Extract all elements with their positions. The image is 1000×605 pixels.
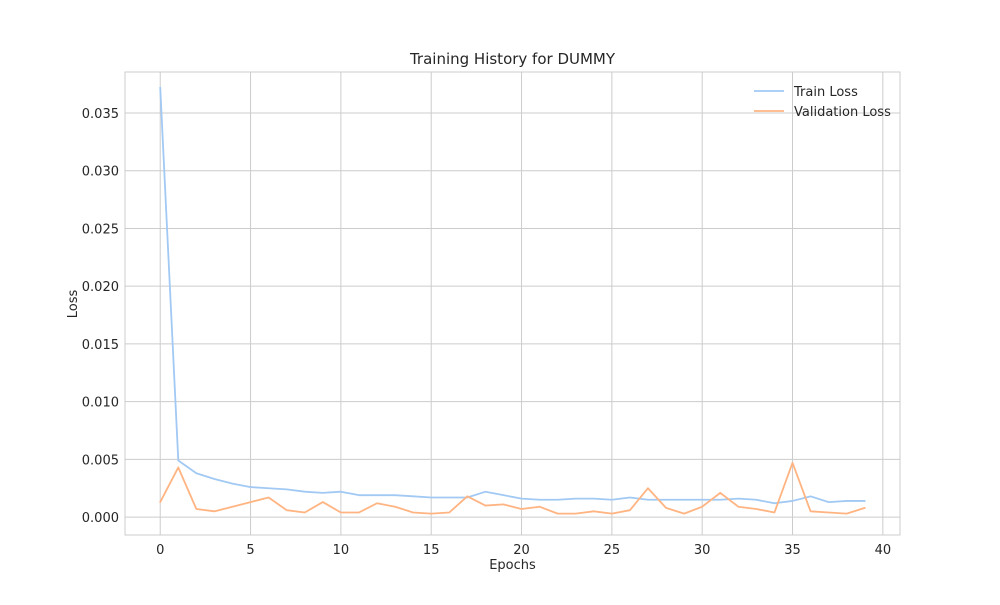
x-tick-label: 40 (875, 543, 892, 558)
y-tick-label: 0.035 (82, 107, 119, 122)
legend-label-validation-loss: Validation Loss (794, 105, 891, 120)
x-tick-label: 25 (604, 543, 621, 558)
y-tick-label: 0.000 (82, 511, 119, 526)
x-tick-label: 15 (423, 543, 440, 558)
grid-vertical (159, 72, 884, 535)
y-tick-label: 0.005 (82, 453, 119, 468)
x-tick-label: 35 (784, 543, 801, 558)
x-tick-label: 10 (333, 543, 350, 558)
x-tick-label: 5 (246, 543, 254, 558)
plot-background (125, 72, 900, 535)
x-axis-label: Epochs (489, 558, 536, 573)
y-tick-labels: 0.000 0.005 0.010 0.015 0.020 0.025 0.030 0.035 (82, 107, 119, 526)
y-tick-label: 0.025 (82, 222, 119, 237)
x-tick-label: 0 (156, 543, 164, 558)
x-tick-label: 30 (694, 543, 711, 558)
chart-title: Training History for DUMMY (409, 50, 616, 68)
y-tick-label: 0.020 (82, 280, 119, 295)
x-tick-labels: 0 5 10 15 20 25 30 35 40 (156, 543, 891, 558)
legend: Train Loss Validation Loss (754, 85, 891, 120)
y-axis-label: Loss (66, 290, 81, 319)
y-tick-label: 0.010 (82, 396, 119, 411)
series-layer (159, 86, 866, 515)
plot-frame (124, 71, 901, 536)
grid-horizontal (125, 112, 900, 518)
y-tick-label: 0.015 (82, 338, 119, 353)
y-tick-label: 0.030 (82, 165, 119, 180)
legend-label-train-loss: Train Loss (793, 85, 858, 100)
series-line-validation-loss (159, 461, 866, 515)
series-line-train-loss (159, 86, 866, 505)
x-tick-label: 20 (513, 543, 530, 558)
